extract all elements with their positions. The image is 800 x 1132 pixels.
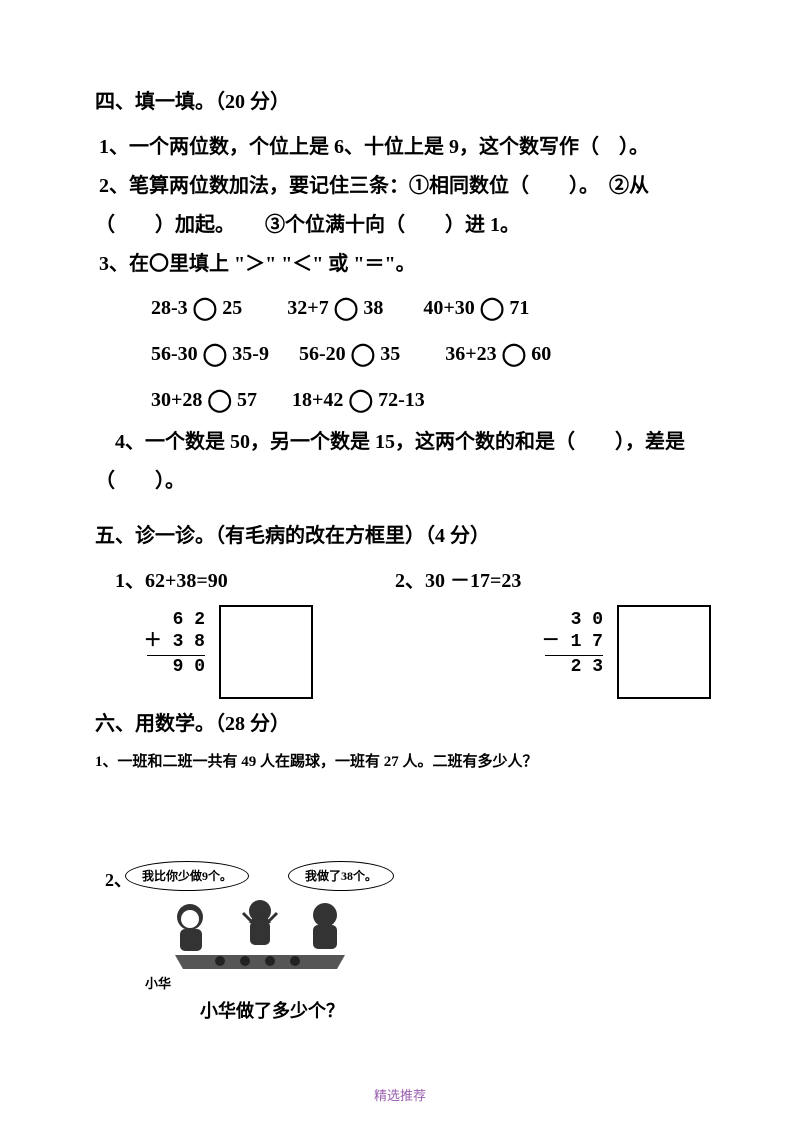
circle-blank: ◯: [480, 295, 505, 320]
expr: 38: [363, 297, 383, 319]
diag1: 6 2 ＋ 3 8 9 0: [95, 605, 313, 699]
circle-blank: ◯: [203, 341, 228, 366]
expr: 35: [380, 343, 400, 365]
expr: 30+28: [151, 389, 202, 411]
diag1-label: 1、62+38=90: [95, 562, 395, 601]
diagnosis-row: 6 2 ＋ 3 8 9 0 3 0 － 1 7 2 3: [95, 605, 710, 699]
expr: 71: [509, 297, 529, 319]
s4-q1: 1、一个两位数，个位上是 6、十位上是 9，这个数写作（ ）。: [99, 128, 710, 167]
kids-illustration: [165, 893, 355, 971]
diag2-label: 2、30 －17=23: [395, 562, 521, 601]
xiaohua-question: 小华做了多少个？: [200, 997, 710, 1023]
vertical-math-2: 3 0 － 1 7 2 3: [533, 609, 603, 699]
section-6-heading: 六、用数学。（28 分）: [95, 707, 710, 736]
diag2: 3 0 － 1 7 2 3: [493, 605, 711, 699]
vmath-c: 9 0: [135, 656, 205, 679]
s4-q4-line2: （ ）。: [95, 462, 710, 501]
illustration: 2、 我比你少做9个。 我做了38个。 小华: [110, 861, 410, 991]
circle-blank: ◯: [193, 295, 218, 320]
compare-row-3: 30+28 ◯ 57 18+42 ◯ 72-13: [151, 376, 710, 422]
footer-text: 精选推荐: [0, 1085, 800, 1104]
circle-blank: ◯: [334, 295, 359, 320]
s4-q4-line1: 4、一个数是 50，另一个数是 15，这两个数的和是（ ），差是: [95, 423, 710, 462]
expr: 60: [531, 343, 551, 365]
s4-q3: 3、在〇里填上 "＞" "＜" 或 "＝"。: [99, 245, 710, 284]
vmath-b: ＋ 3 8: [135, 631, 205, 654]
expr: 56-30: [151, 343, 198, 365]
worksheet-page: 四、填一填。（20 分） 1、一个两位数，个位上是 6、十位上是 9，这个数写作…: [0, 0, 800, 1043]
vmath-a: 6 2: [135, 609, 205, 632]
expr: 28-3: [151, 297, 188, 319]
s6-q1: 1、一班和二班一共有 49 人在踢球，一班有 27 人。二班有多少人？: [95, 750, 710, 771]
vmath-b: － 1 7: [533, 631, 603, 654]
expr: 72-13: [378, 389, 425, 411]
answer-box-1: [219, 605, 313, 699]
expr: 18+42: [292, 389, 343, 411]
s4-q2-line1: 2、笔算两位数加法，要记住三条：①相同数位（ ）。 ②从: [99, 167, 710, 206]
expr: 57: [237, 389, 257, 411]
section-4-heading: 四、填一填。（20 分）: [95, 85, 710, 114]
vmath-a: 3 0: [533, 609, 603, 632]
circle-blank: ◯: [348, 387, 373, 412]
expr: 36+23: [445, 343, 496, 365]
s4-q2-line2: （ ）加起。 ③个位满十向（ ）进 1。: [95, 206, 710, 245]
section-5-heading: 五、诊一诊。（有毛病的改在方框里）（4 分）: [95, 519, 710, 548]
circle-blank: ◯: [351, 341, 376, 366]
circle-blank: ◯: [207, 387, 232, 412]
vmath-c: 2 3: [533, 656, 603, 679]
expr: 40+30: [423, 297, 474, 319]
expr: 56-20: [299, 343, 346, 365]
compare-row-1: 28-3 ◯ 25 32+7 ◯ 38 40+30 ◯ 71: [151, 284, 710, 330]
expr: 32+7: [287, 297, 328, 319]
compare-row-2: 56-30 ◯ 35-9 56-20 ◯ 35 36+23 ◯ 60: [151, 330, 710, 376]
expr: 25: [222, 297, 242, 319]
expr: 35-9: [232, 343, 269, 365]
speech-bubble-2: 我做了38个。: [288, 861, 394, 891]
vertical-math-1: 6 2 ＋ 3 8 9 0: [135, 609, 205, 699]
circle-blank: ◯: [502, 341, 527, 366]
speech-bubble-1: 我比你少做9个。: [125, 861, 249, 891]
answer-box-2: [617, 605, 711, 699]
xiaohua-label: 小华: [145, 973, 171, 992]
